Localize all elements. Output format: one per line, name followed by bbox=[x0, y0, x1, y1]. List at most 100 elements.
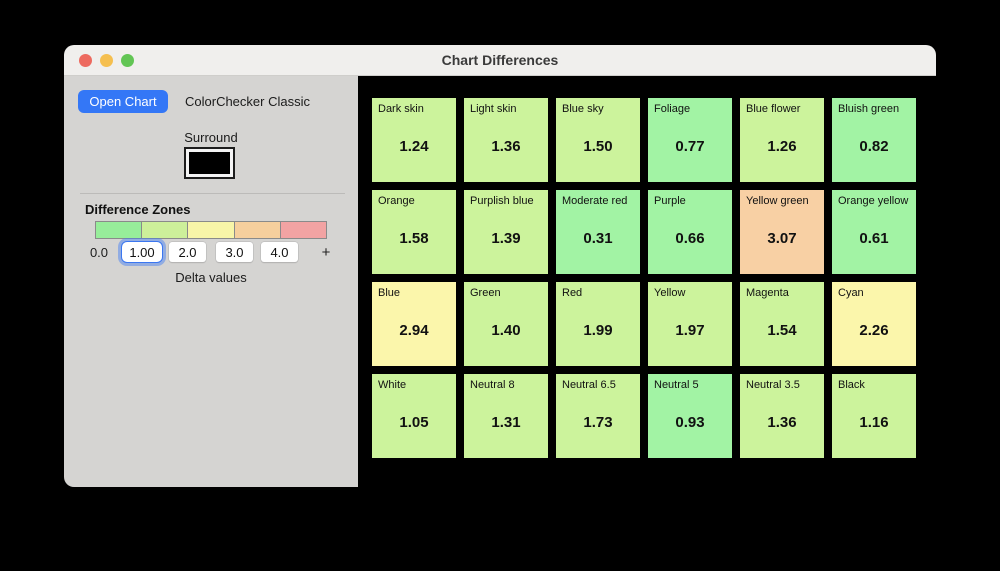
close-button[interactable] bbox=[79, 54, 92, 67]
patch-blue: Blue 2.94 bbox=[372, 282, 456, 366]
patch-label: Dark skin bbox=[378, 103, 424, 115]
traffic-lights bbox=[79, 54, 134, 67]
patch-value: 1.58 bbox=[399, 230, 429, 247]
patch-light-skin: Light skin 1.36 bbox=[464, 98, 548, 182]
window-content: Open Chart ColorChecker Classic Surround… bbox=[64, 76, 936, 487]
patch-label: Blue flower bbox=[746, 103, 801, 115]
patch-value: 0.61 bbox=[859, 230, 889, 247]
patch-value: 2.26 bbox=[859, 322, 889, 339]
zone-segment-orange bbox=[234, 222, 281, 238]
patch-value: 1.73 bbox=[583, 414, 613, 431]
patch-value: 2.94 bbox=[399, 322, 429, 339]
patch-label: Bluish green bbox=[838, 103, 900, 115]
patch-dark-skin: Dark skin 1.24 bbox=[372, 98, 456, 182]
window-title: Chart Differences bbox=[441, 52, 559, 68]
patch-label: Neutral 3.5 bbox=[746, 379, 800, 391]
patch-neutral-6-5: Neutral 6.5 1.73 bbox=[556, 374, 640, 458]
surround-label: Surround bbox=[184, 130, 238, 145]
patch-orange: Orange 1.58 bbox=[372, 190, 456, 274]
surround-color-well[interactable] bbox=[184, 147, 235, 179]
patch-value: 1.97 bbox=[675, 322, 705, 339]
zone-segment-green bbox=[96, 222, 143, 238]
open-chart-button[interactable]: Open Chart bbox=[78, 90, 168, 113]
zone-min-label: 0.0 bbox=[89, 245, 109, 260]
patch-orange-yellow: Orange yellow 0.61 bbox=[832, 190, 916, 274]
patch-yellow: Yellow 1.97 bbox=[648, 282, 732, 366]
threshold-row: 0.0 + bbox=[64, 242, 358, 263]
patch-value: 1.99 bbox=[583, 322, 613, 339]
patch-label: Yellow bbox=[654, 287, 686, 299]
patch-green: Green 1.40 bbox=[464, 282, 548, 366]
patch-cyan: Cyan 2.26 bbox=[832, 282, 916, 366]
patch-blue-flower: Blue flower 1.26 bbox=[740, 98, 824, 182]
threshold-input-4[interactable] bbox=[261, 242, 298, 262]
patch-label: White bbox=[378, 379, 407, 391]
patch-label: Blue sky bbox=[562, 103, 604, 115]
patch-label: Neutral 6.5 bbox=[562, 379, 616, 391]
patch-value: 1.36 bbox=[491, 138, 521, 155]
chart-area: Dark skin 1.24 Light skin 1.36 Blue sky … bbox=[358, 76, 936, 487]
add-zone-button[interactable]: + bbox=[316, 242, 336, 262]
threshold-input-1[interactable] bbox=[122, 242, 162, 262]
patch-label: Orange bbox=[378, 195, 415, 207]
patch-label: Yellow green bbox=[746, 195, 809, 207]
patch-value: 3.07 bbox=[767, 230, 797, 247]
patch-value: 0.77 bbox=[675, 138, 705, 155]
patch-moderate-red: Moderate red 0.31 bbox=[556, 190, 640, 274]
patch-black: Black 1.16 bbox=[832, 374, 916, 458]
patch-neutral-5: Neutral 5 0.93 bbox=[648, 374, 732, 458]
patch-label: Red bbox=[562, 287, 583, 299]
zone-segment-yellow bbox=[188, 222, 235, 238]
patch-label: Black bbox=[838, 379, 865, 391]
patch-label: Moderate red bbox=[562, 195, 628, 207]
chart-name-label: ColorChecker Classic bbox=[185, 94, 310, 109]
patch-bluish-green: Bluish green 0.82 bbox=[832, 98, 916, 182]
patch-label: Purple bbox=[654, 195, 686, 207]
patch-label: Cyan bbox=[838, 287, 864, 299]
patch-value: 0.31 bbox=[583, 230, 613, 247]
difference-zones-heading: Difference Zones bbox=[85, 202, 191, 217]
delta-values-label: Delta values bbox=[175, 270, 247, 285]
patch-value: 1.05 bbox=[399, 414, 429, 431]
zone-segment-yellowgreen bbox=[142, 222, 189, 238]
patch-value: 1.54 bbox=[767, 322, 797, 339]
patch-purple: Purple 0.66 bbox=[648, 190, 732, 274]
zoom-button[interactable] bbox=[121, 54, 134, 67]
titlebar[interactable]: Chart Differences bbox=[64, 45, 936, 76]
patch-grid: Dark skin 1.24 Light skin 1.36 Blue sky … bbox=[372, 98, 936, 458]
patch-value: 1.50 bbox=[583, 138, 613, 155]
patch-magenta: Magenta 1.54 bbox=[740, 282, 824, 366]
patch-label: Purplish blue bbox=[470, 195, 534, 207]
zone-color-bar bbox=[95, 221, 327, 239]
threshold-input-2[interactable] bbox=[169, 242, 206, 262]
patch-label: Light skin bbox=[470, 103, 517, 115]
patch-yellow-green: Yellow green 3.07 bbox=[740, 190, 824, 274]
patch-label: Magenta bbox=[746, 287, 789, 299]
zone-segment-red bbox=[280, 222, 327, 238]
patch-value: 1.40 bbox=[491, 322, 521, 339]
patch-value: 1.16 bbox=[859, 414, 889, 431]
patch-label: Neutral 5 bbox=[654, 379, 699, 391]
patch-value: 0.66 bbox=[675, 230, 705, 247]
patch-white: White 1.05 bbox=[372, 374, 456, 458]
patch-foliage: Foliage 0.77 bbox=[648, 98, 732, 182]
patch-value: 0.93 bbox=[675, 414, 705, 431]
threshold-input-3[interactable] bbox=[216, 242, 253, 262]
patch-label: Orange yellow bbox=[838, 195, 909, 207]
patch-red: Red 1.99 bbox=[556, 282, 640, 366]
patch-neutral-8: Neutral 8 1.31 bbox=[464, 374, 548, 458]
patch-value: 1.24 bbox=[399, 138, 429, 155]
patch-value: 0.82 bbox=[859, 138, 889, 155]
patch-blue-sky: Blue sky 1.50 bbox=[556, 98, 640, 182]
minimize-button[interactable] bbox=[100, 54, 113, 67]
patch-label: Neutral 8 bbox=[470, 379, 515, 391]
app-window: Chart Differences Open Chart ColorChecke… bbox=[64, 45, 936, 487]
patch-label: Green bbox=[470, 287, 501, 299]
sidebar: Open Chart ColorChecker Classic Surround… bbox=[64, 76, 358, 487]
patch-label: Foliage bbox=[654, 103, 691, 115]
patch-label: Blue bbox=[378, 287, 401, 299]
patch-value: 1.31 bbox=[491, 414, 521, 431]
separator-line bbox=[80, 193, 345, 194]
patch-value: 1.26 bbox=[767, 138, 797, 155]
patch-value: 1.36 bbox=[767, 414, 797, 431]
